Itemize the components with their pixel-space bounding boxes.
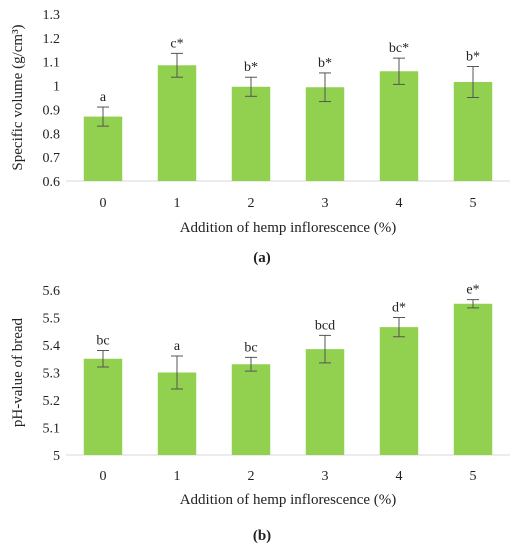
x-tick-label: 4 xyxy=(396,196,403,211)
y-tick-label: 1.2 xyxy=(43,32,61,47)
x-axis-title: Addition of hemp inflorescence (%) xyxy=(180,220,397,236)
y-tick-label: 1 xyxy=(53,80,60,95)
y-tick-label: 5.1 xyxy=(43,422,61,437)
bar-3 xyxy=(305,349,345,455)
bar-5 xyxy=(453,81,493,181)
y-axis-title: pH-value of bread xyxy=(10,317,26,427)
significance-letter: c* xyxy=(170,36,183,51)
significance-letter: b* xyxy=(466,49,480,64)
y-tick-label: 0.6 xyxy=(43,175,61,190)
bar-0 xyxy=(83,358,123,455)
panel-label-a: (a) xyxy=(253,250,271,266)
x-axis-title: Addition of hemp inflorescence (%) xyxy=(180,492,397,508)
bar-1 xyxy=(157,65,197,181)
x-tick-label: 5 xyxy=(470,469,477,484)
x-tick-label: 4 xyxy=(396,469,403,484)
x-tick-label: 5 xyxy=(470,196,477,211)
significance-letter: b* xyxy=(244,60,258,75)
x-tick-label: 1 xyxy=(174,196,181,211)
bar-3 xyxy=(305,87,345,181)
bar-2 xyxy=(231,364,271,455)
significance-letter: a xyxy=(100,90,107,105)
y-tick-label: 5.5 xyxy=(43,312,61,327)
bar-0 xyxy=(83,116,123,181)
significance-letter: bc xyxy=(96,334,109,349)
y-tick-label: 0.7 xyxy=(43,151,61,166)
chart-panel-b: 5 5.1 5.2 5.3 5.4 5.5 5.6 bc 0 a 1 bc 2 bcd 3 d* 4 e* 5 Add… xyxy=(10,283,510,544)
x-tick-label: 2 xyxy=(248,469,255,484)
x-tick-label: 1 xyxy=(174,469,181,484)
y-tick-label: 1.3 xyxy=(43,8,61,23)
panel-label-b: (b) xyxy=(253,528,271,544)
y-axis-title: Specific volume (g/cm³) xyxy=(10,24,26,170)
y-tick-label: 5.6 xyxy=(43,284,61,299)
significance-letter: b* xyxy=(318,56,332,71)
y-tick-label: 0.9 xyxy=(43,103,61,118)
y-tick-label: 5.2 xyxy=(43,394,61,409)
significance-letter: a xyxy=(174,339,181,354)
significance-letter: e* xyxy=(466,283,479,298)
x-tick-label: 0 xyxy=(100,196,107,211)
bar-2 xyxy=(231,86,271,181)
x-tick-label: 2 xyxy=(248,196,255,211)
y-tick-label: 5.3 xyxy=(43,367,61,382)
x-tick-label: 3 xyxy=(322,469,329,484)
bar-4 xyxy=(379,327,419,455)
x-tick-label: 0 xyxy=(100,469,107,484)
chart-panel-a: 0.6 0.7 0.8 0.9 1 1.1 1.2 1.3 a 0 c* 1 b* 2 b* 3 bc* 4 b* 5… xyxy=(10,8,510,266)
y-tick-label: 5.4 xyxy=(43,339,61,354)
significance-letter: d* xyxy=(392,301,406,316)
bar-4 xyxy=(379,71,419,181)
bar-5 xyxy=(453,303,493,455)
significance-letter: bcd xyxy=(315,318,335,333)
y-tick-label: 0.8 xyxy=(43,127,61,142)
y-tick-label: 1.1 xyxy=(43,56,61,71)
x-tick-label: 3 xyxy=(322,196,329,211)
significance-letter: bc* xyxy=(389,41,409,56)
y-tick-label: 5 xyxy=(53,449,60,464)
significance-letter: bc xyxy=(244,340,257,355)
